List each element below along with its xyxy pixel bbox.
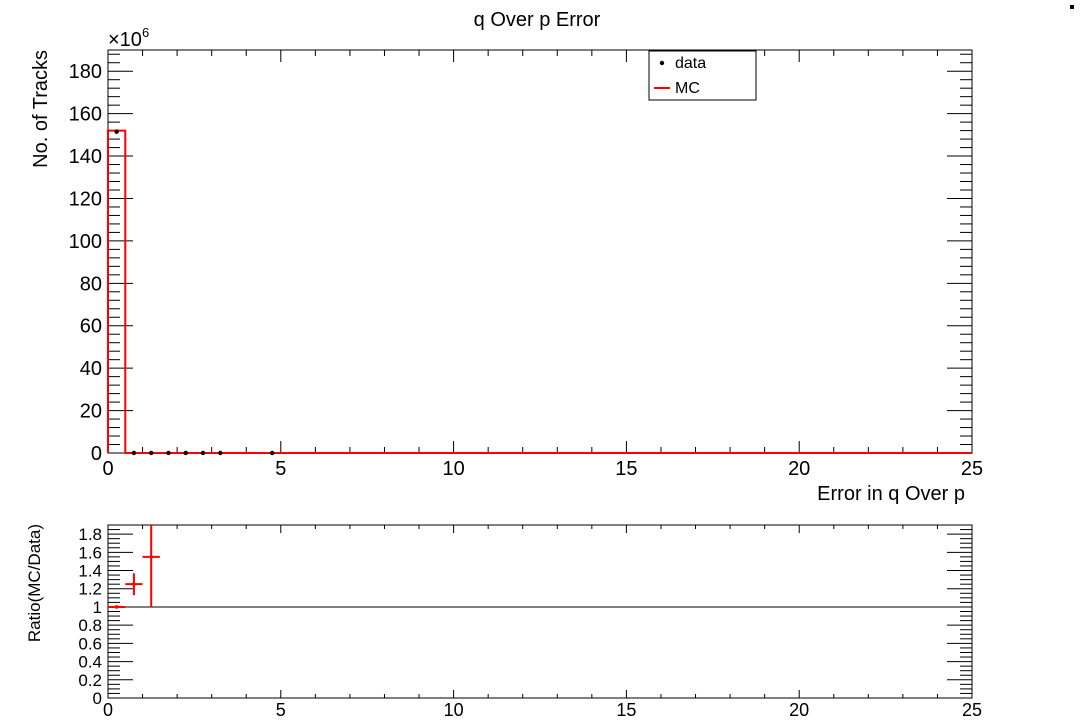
top-y-tick-label: 40 [80, 358, 102, 380]
bottom-y-tick-label: 0.4 [78, 653, 102, 672]
top-x-tick-label: 10 [442, 458, 464, 480]
top-x-tick-label: 15 [615, 458, 637, 480]
top-plot-frame [107, 49, 973, 454]
top-x-tick-label: 25 [961, 458, 983, 480]
data-point [218, 450, 223, 456]
legend: data MC [648, 50, 757, 101]
top-y-tick-label: 100 [69, 231, 102, 253]
ratio-point [149, 555, 153, 559]
bottom-y-tick-label: 1 [93, 598, 102, 617]
top-y-tick-label: 140 [69, 146, 102, 168]
y-axis-label: No. of Tracks [30, 50, 52, 168]
bottom-y-tick-label: 0.2 [78, 671, 102, 690]
bottom-x-tick-label: 15 [616, 700, 636, 720]
bottom-x-tick-label: 10 [444, 700, 464, 720]
bottom-x-tick-label: 5 [276, 700, 286, 720]
top-x-tick-label: 20 [788, 458, 810, 480]
y-multiplier-exponent: 6 [142, 25, 149, 40]
top-y-tick-label: 20 [80, 401, 102, 423]
bottom-y-tick-label: 1.2 [78, 580, 102, 599]
y-multiplier-base: ×10 [108, 29, 142, 51]
ratio-point [132, 582, 136, 586]
data-point [200, 450, 206, 456]
data-point [269, 450, 275, 456]
ratio-point [114, 605, 119, 609]
top-x-tick-label: 0 [102, 458, 113, 480]
data-point [183, 450, 188, 456]
bottom-y-tick-label: 1.8 [78, 525, 102, 544]
legend-box [648, 50, 757, 101]
chart-title: q Over p Error [474, 9, 601, 31]
top-plot-marks [107, 129, 972, 456]
mc-histogram-step [107, 129, 972, 454]
legend-mc-label: MC [675, 80, 700, 97]
bottom-x-tick-label: 20 [789, 700, 809, 720]
x-axis-label: Error in q Over p [817, 483, 965, 505]
bottom-x-tick-label: 0 [103, 700, 113, 720]
bottom-y-tick-label: 0.6 [78, 634, 102, 653]
bottom-y-tick-label: 0 [93, 689, 102, 708]
bottom-plot-marks [108, 525, 972, 609]
top-y-tick-label: 120 [69, 188, 102, 210]
y-multiplier: ×106 [108, 25, 149, 51]
data-point [149, 450, 154, 456]
ratio-y-axis-label: Ratio(MC/Data) [25, 524, 44, 642]
data-point [114, 129, 119, 134]
bottom-x-tick-label: 25 [962, 700, 982, 720]
data-point [131, 450, 137, 456]
top-axis-ticks: 0 5 10 15 20 25 0 20 40 60 80 100 120 140 160 180 [69, 50, 983, 480]
legend-data-marker [659, 60, 665, 66]
legend-data-label: data [675, 55, 706, 72]
top-x-tick-label: 5 [275, 458, 286, 480]
corner-marker [1070, 5, 1074, 9]
top-y-tick-label: 80 [80, 273, 102, 295]
bottom-y-tick-label: 1.4 [78, 562, 102, 581]
top-y-tick-label: 60 [80, 316, 102, 338]
top-y-tick-label: 0 [91, 443, 102, 465]
data-point [166, 450, 171, 456]
top-y-tick-label: 160 [69, 104, 102, 126]
bottom-plot-frame [107, 524, 973, 699]
bottom-axis-ticks: 0 5 10 15 20 25 00.20.40.60.811.21.41.61.8 [78, 524, 982, 720]
bottom-y-tick-label: 0.8 [78, 616, 102, 635]
bottom-y-tick-label: 1.6 [78, 543, 102, 562]
top-y-tick-label: 180 [69, 61, 102, 83]
